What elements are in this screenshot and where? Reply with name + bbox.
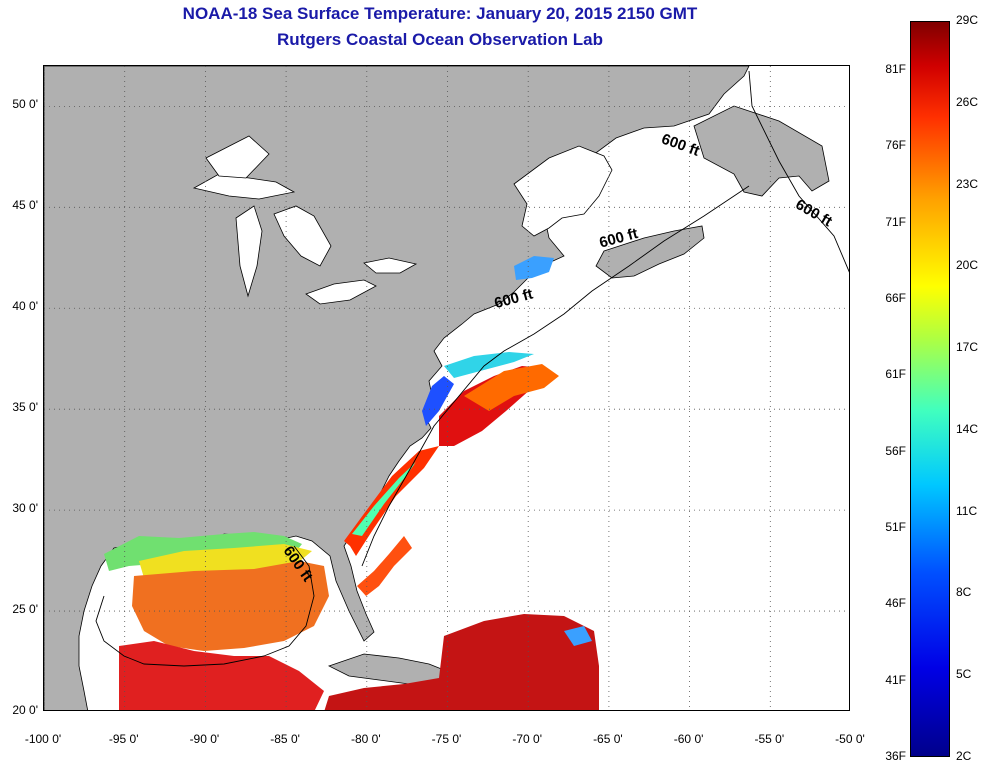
lakes-layer: [192, 135, 613, 305]
map-subtitle: Rutgers Coastal Ocean Observation Lab: [277, 30, 603, 49]
hudson-bay-area: [205, 135, 270, 179]
sst-swath-west-gulf-red: [119, 641, 324, 710]
latitude-tick-label: 45 0': [12, 198, 38, 213]
latitude-tick-label: 25 0': [12, 602, 38, 617]
longitude-tick-label: -85 0': [270, 732, 300, 746]
sst-swath-gulf-stream-orange: [464, 364, 559, 411]
longitude-tick-label: -90 0': [189, 732, 220, 746]
sst-swath-maine-cold: [514, 256, 554, 280]
sst-swath-gulf-north-yellow: [139, 544, 312, 578]
colorbar-fahrenheit-tick: 46F: [885, 596, 906, 611]
lake-ontario: [363, 257, 418, 274]
longitude-tick-label: -60 0': [673, 732, 704, 746]
colorbar-celsius-tick: 11C: [956, 503, 978, 518]
longitude-tick-label: -65 0': [593, 732, 623, 746]
colorbar-fahrenheit-tick: 51F: [885, 519, 906, 534]
colorbar-fahrenheit-tick: 41F: [885, 672, 906, 687]
colorbar-celsius-tick: 14C: [956, 421, 979, 436]
latitude-tick-label: 40 0': [12, 299, 38, 314]
lake-erie: [305, 279, 377, 305]
longitude-tick-label: -100 0': [24, 732, 62, 746]
nova-scotia-land: [595, 225, 705, 279]
colorbar-fahrenheit-tick: 66F: [885, 290, 906, 305]
colorbar-celsius-tick: 17C: [956, 340, 979, 355]
temperature-colorbar: [910, 21, 950, 757]
colorbar-celsius-tick: 8C: [956, 585, 972, 600]
colorbar-celsius-tick: 5C: [956, 667, 972, 682]
isobath-label: 600 ft: [659, 130, 702, 159]
gulf-of-st-lawrence: [513, 145, 613, 237]
longitude-tick-label: -80 0': [350, 732, 381, 746]
colorbar-celsius-tick: 20C: [956, 258, 979, 273]
colorbar-fahrenheit-tick: 36F: [885, 749, 906, 763]
longitude-tick-label: -75 0': [431, 732, 462, 746]
lake-michigan: [235, 205, 263, 298]
map-title: NOAA-18 Sea Surface Temperature: January…: [182, 4, 698, 23]
latitude-tick-label: 20 0': [12, 703, 38, 717]
sst-swath-shelf-cyan: [444, 352, 534, 378]
colorbar-celsius-tick: 2C: [956, 749, 972, 763]
sst-swath-caribbean-red: [324, 614, 599, 710]
sst-swath-carolinas-cool: [352, 462, 416, 536]
isobath-600ft-line: [95, 70, 849, 667]
sst-swath-gulf-middle-orange: [132, 561, 329, 651]
colorbar-celsius-tick: 29C: [956, 13, 979, 27]
longitude-tick-label: -50 0': [835, 732, 865, 746]
colorbar-fahrenheit-tick: 71F: [885, 214, 906, 229]
sst-map[interactable]: 600 ft 600 ft 600 ft 600 ft 600 ft: [43, 65, 850, 711]
latitude-tick-label: 30 0': [12, 501, 38, 516]
longitude-tick-label: -70 0': [512, 732, 543, 746]
sst-data-layer: [104, 256, 599, 710]
sst-swath-caribbean-blue: [564, 626, 592, 646]
newfoundland-land: [693, 105, 830, 197]
colorbar-celsius-tick: 26C: [956, 94, 979, 109]
colorbar-celsius-tick: 23C: [956, 176, 979, 191]
colorbar-fahrenheit-tick: 76F: [885, 138, 906, 153]
colorbar-fahrenheit-tick: 81F: [885, 61, 906, 76]
isobath-label: 600 ft: [793, 196, 835, 230]
colorbar-fahrenheit-tick: 56F: [885, 443, 906, 458]
longitude-tick-label: -55 0': [754, 732, 785, 746]
latitude-tick-label: 35 0': [12, 400, 38, 415]
longitude-tick-label: -95 0': [108, 732, 139, 746]
sst-swath-florida-east: [357, 536, 412, 596]
latitude-tick-label: 50 0': [12, 97, 38, 112]
colorbar-fahrenheit-tick: 61F: [885, 367, 906, 382]
sst-swath-mid-atlantic-cold: [422, 376, 454, 426]
